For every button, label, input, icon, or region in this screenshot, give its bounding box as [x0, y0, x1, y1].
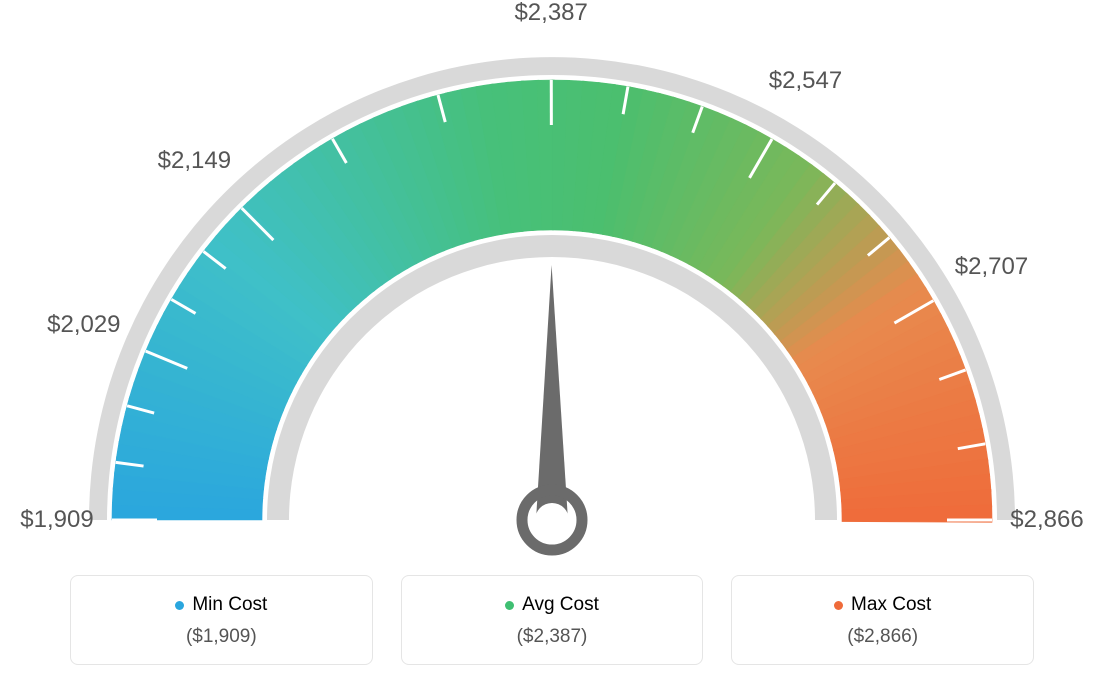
gauge-tick-label: $1,909 — [20, 506, 93, 534]
legend-label-avg: Avg Cost — [522, 594, 599, 616]
gauge-tick-label: $2,547 — [769, 67, 842, 95]
legend-card-avg: Avg Cost ($2,387) — [401, 575, 704, 665]
gauge-tick-label: $2,866 — [1010, 506, 1083, 534]
legend-card-max: Max Cost ($2,866) — [731, 575, 1034, 665]
legend-value-max: ($2,866) — [742, 626, 1023, 648]
legend-row: Min Cost ($1,909) Avg Cost ($2,387) Max … — [70, 575, 1034, 665]
cost-gauge: $1,909 $2,029 $2,149 $2,387 $2,547 $2,707 $2,8… — [0, 0, 1104, 580]
legend-title-max: Max Cost — [834, 594, 931, 616]
legend-label-max: Max Cost — [851, 594, 931, 616]
legend-dot-max — [834, 601, 843, 610]
gauge-tick-label: $2,707 — [955, 253, 1028, 281]
legend-title-avg: Avg Cost — [505, 594, 599, 616]
legend-dot-min — [175, 601, 184, 610]
legend-dot-avg — [505, 601, 514, 610]
gauge-svg — [0, 0, 1104, 580]
gauge-tick-label: $2,029 — [47, 311, 120, 339]
gauge-tick-label: $2,149 — [158, 147, 231, 175]
legend-label-min: Min Cost — [192, 594, 267, 616]
legend-value-avg: ($2,387) — [412, 626, 693, 648]
legend-title-min: Min Cost — [175, 594, 267, 616]
legend-card-min: Min Cost ($1,909) — [70, 575, 373, 665]
legend-value-min: ($1,909) — [81, 626, 362, 648]
gauge-tick-label: $2,387 — [514, 0, 587, 27]
